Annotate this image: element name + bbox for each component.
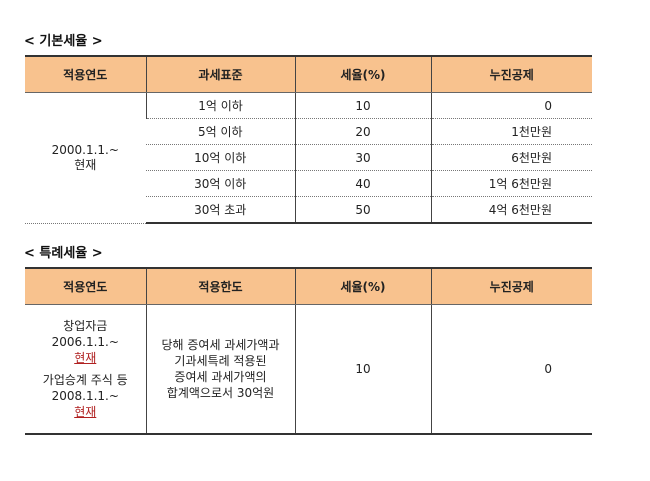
succession-start: 2008.1.1.~	[51, 389, 119, 403]
deduction: 0	[430, 92, 592, 119]
header-cell: 누진공제	[430, 267, 592, 305]
period-end: 현재	[74, 157, 97, 172]
bracket: 5억 이하	[146, 118, 295, 145]
limit-line: 당해 증여세 과세가액과	[161, 338, 280, 352]
basic-rate-title: < 기본세율 >	[24, 34, 103, 49]
rate: 30	[294, 144, 431, 171]
bracket: 30억 이하	[146, 170, 295, 197]
table-row: 2000.1.1.~ 현재 1억 이하 10 0	[25, 92, 592, 224]
header-cell: 적용연도	[25, 55, 146, 93]
startup-label: 창업자금	[63, 319, 108, 333]
table-row: 30억 초과 50 4억 6천만원	[25, 196, 592, 224]
succession-present-link[interactable]: 현재	[74, 405, 97, 419]
header-cell: 과세표준	[145, 55, 295, 93]
header-cell: 적용연도	[25, 267, 146, 305]
header-cell: 세율(%)	[294, 267, 431, 305]
bracket: 1억 이하	[145, 92, 295, 119]
period-cell: 창업자금 2006.1.1.~ 현재 가업승계 주식 등 2008.1.1.~ …	[25, 304, 146, 435]
period-start: 2000.1.1.~	[51, 142, 119, 157]
table-row: 10억 이하 30 6천만원	[25, 144, 592, 171]
rate: 10	[294, 304, 431, 435]
header-row: 적용연도 과세표준 세율(%) 누진공제	[25, 55, 592, 93]
special-rate-table: 적용연도 적용한도 세율(%) 누진공제 창업자금 2006.1.1.~ 현재 …	[25, 267, 592, 435]
bracket: 10억 이하	[146, 144, 295, 171]
rate: 20	[294, 118, 431, 145]
special-rate-title: < 특례세율 >	[24, 246, 103, 261]
header-row: 적용연도 적용한도 세율(%) 누진공제	[25, 267, 592, 305]
succession-label: 가업승계 주식 등	[42, 373, 128, 387]
rate: 10	[294, 92, 431, 119]
deduction: 1천만원	[430, 118, 592, 145]
bracket: 30억 초과	[146, 196, 295, 224]
deduction: 6천만원	[430, 144, 592, 171]
limit-cell: 당해 증여세 과세가액과 기과세특례 적용된 증여세 과세가액의 합계액으로서 …	[145, 304, 295, 435]
limit-line: 증여세 과세가액의	[174, 370, 267, 384]
table-row: 5억 이하 20 1천만원	[25, 118, 592, 145]
rate: 40	[294, 170, 431, 197]
header-cell: 세율(%)	[294, 55, 431, 93]
basic-rate-table: 적용연도 과세표준 세율(%) 누진공제 2000.1.1.~ 현재 1억 이하 1…	[25, 55, 592, 224]
period-cell: 2000.1.1.~ 현재	[25, 92, 146, 224]
deduction: 4억 6천만원	[430, 196, 592, 224]
limit-line: 기과세특례 적용된	[174, 354, 267, 368]
deduction: 0	[430, 304, 592, 435]
table-row: 30억 이하 40 1억 6천만원	[25, 170, 592, 197]
startup-start: 2006.1.1.~	[51, 335, 119, 349]
limit-line: 합계액으로서 30억원	[166, 386, 275, 400]
startup-present-link[interactable]: 현재	[74, 351, 97, 365]
table-row: 창업자금 2006.1.1.~ 현재 가업승계 주식 등 2008.1.1.~ …	[25, 304, 592, 435]
deduction: 1억 6천만원	[430, 170, 592, 197]
rate: 50	[294, 196, 431, 224]
header-cell: 적용한도	[145, 267, 295, 305]
header-cell: 누진공제	[430, 55, 592, 93]
